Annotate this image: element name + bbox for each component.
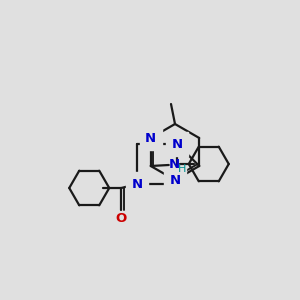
Text: N: N <box>145 131 156 145</box>
Text: N: N <box>172 137 183 151</box>
Text: N: N <box>169 158 180 170</box>
Text: H: H <box>178 164 186 174</box>
Text: O: O <box>116 212 127 224</box>
Text: N: N <box>169 173 181 187</box>
Text: N: N <box>132 178 143 190</box>
